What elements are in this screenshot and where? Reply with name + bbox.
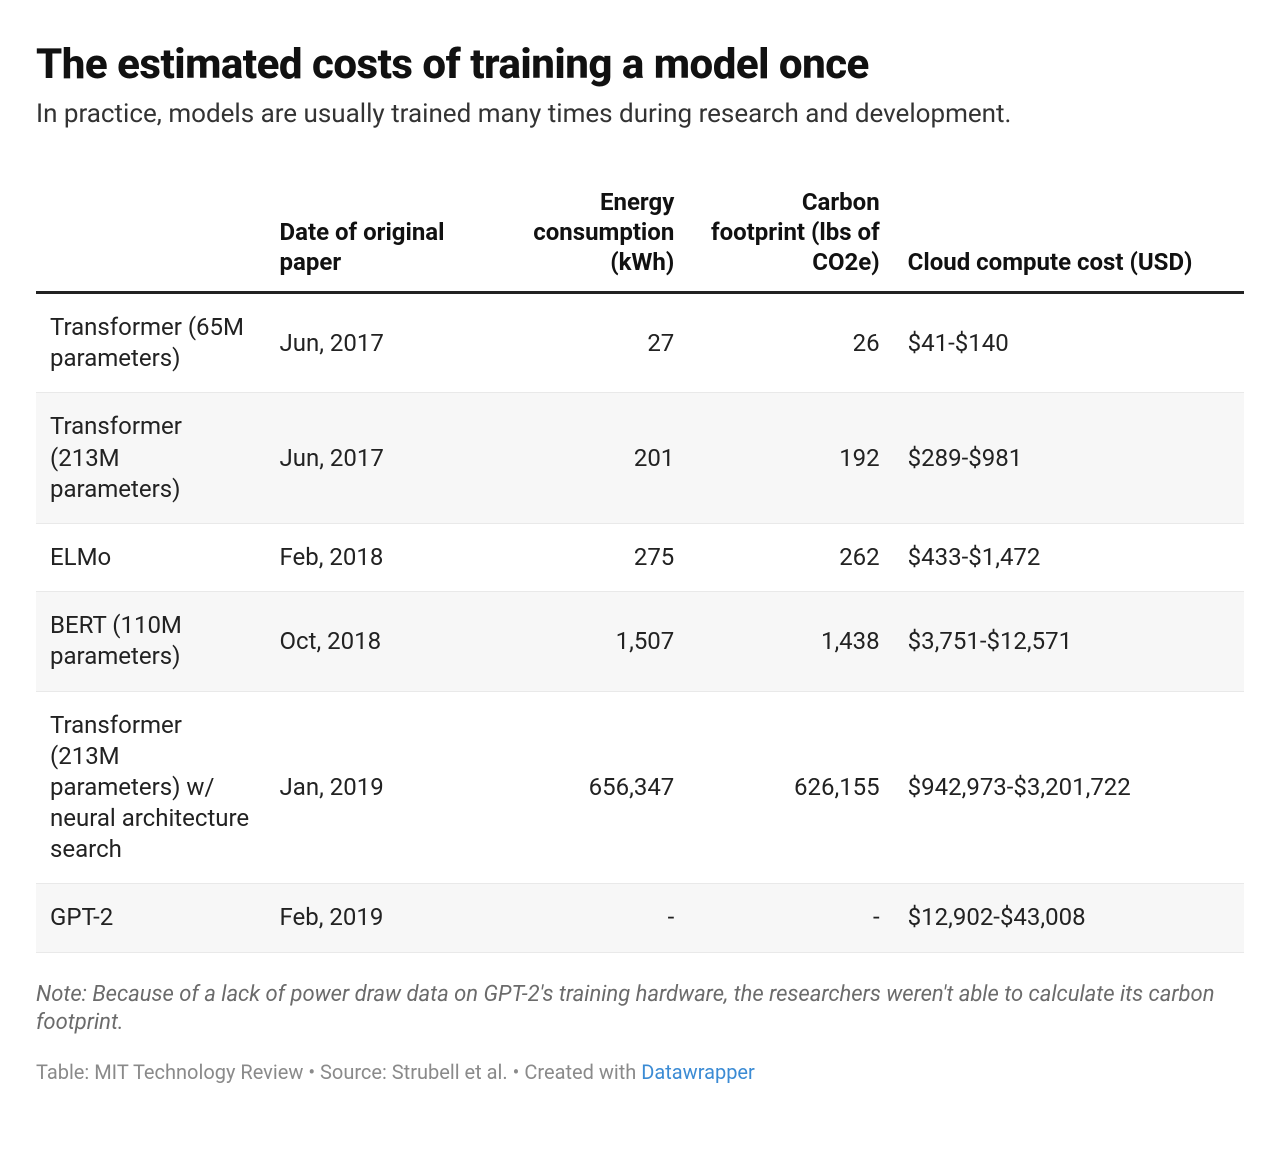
cell-carbon: 192	[688, 393, 893, 524]
cell-date: Oct, 2018	[266, 592, 459, 691]
table-row: Transformer (213M parameters) Jun, 2017 …	[36, 393, 1244, 524]
cell-energy: 201	[459, 393, 689, 524]
cell-energy: 656,347	[459, 691, 689, 884]
page-subtitle: In practice, models are usually trained …	[36, 99, 1244, 129]
cell-date: Feb, 2019	[266, 884, 459, 952]
cell-carbon: 26	[688, 293, 893, 393]
cell-carbon: -	[688, 884, 893, 952]
credits-text: Table: MIT Technology Review • Source: S…	[36, 1060, 641, 1084]
cell-cost: $289-$981	[894, 393, 1244, 524]
cell-cost: $3,751-$12,571	[894, 592, 1244, 691]
col-header-model	[36, 177, 266, 293]
cell-model: BERT (110M parameters)	[36, 592, 266, 691]
cell-model: Transformer (213M parameters) w/ neural …	[36, 691, 266, 884]
cell-model: Transformer (213M parameters)	[36, 393, 266, 524]
cell-carbon: 626,155	[688, 691, 893, 884]
cell-cost: $433-$1,472	[894, 523, 1244, 591]
cell-cost: $12,902-$43,008	[894, 884, 1244, 952]
cell-carbon: 262	[688, 523, 893, 591]
col-header-cost: Cloud compute cost (USD)	[894, 177, 1244, 293]
table-row: GPT-2 Feb, 2019 - - $12,902-$43,008	[36, 884, 1244, 952]
cell-cost: $942,973-$3,201,722	[894, 691, 1244, 884]
table-header-row: Date of original paper Energy consumptio…	[36, 177, 1244, 293]
cell-model: Transformer (65M parameters)	[36, 293, 266, 393]
table-row: Transformer (65M parameters) Jun, 2017 2…	[36, 293, 1244, 393]
cost-table: Date of original paper Energy consumptio…	[36, 177, 1244, 953]
cell-date: Jun, 2017	[266, 393, 459, 524]
cell-energy: -	[459, 884, 689, 952]
cell-model: ELMo	[36, 523, 266, 591]
page-container: The estimated costs of training a model …	[0, 0, 1280, 1140]
cell-energy: 275	[459, 523, 689, 591]
cell-model: GPT-2	[36, 884, 266, 952]
cell-carbon: 1,438	[688, 592, 893, 691]
datawrapper-link[interactable]: Datawrapper	[641, 1060, 755, 1084]
table-row: Transformer (213M parameters) w/ neural …	[36, 691, 1244, 884]
table-row: BERT (110M parameters) Oct, 2018 1,507 1…	[36, 592, 1244, 691]
col-header-date: Date of original paper	[266, 177, 459, 293]
col-header-carbon: Carbon footprint (lbs of CO2e)	[688, 177, 893, 293]
page-title: The estimated costs of training a model …	[36, 40, 1244, 89]
cell-date: Jan, 2019	[266, 691, 459, 884]
cell-energy: 1,507	[459, 592, 689, 691]
cell-date: Feb, 2018	[266, 523, 459, 591]
credits-line: Table: MIT Technology Review • Source: S…	[36, 1060, 1244, 1084]
cell-energy: 27	[459, 293, 689, 393]
table-row: ELMo Feb, 2018 275 262 $433-$1,472	[36, 523, 1244, 591]
footnote: Note: Because of a lack of power draw da…	[36, 981, 1244, 1038]
cell-cost: $41-$140	[894, 293, 1244, 393]
col-header-energy: Energy consumption (kWh)	[459, 177, 689, 293]
cell-date: Jun, 2017	[266, 293, 459, 393]
